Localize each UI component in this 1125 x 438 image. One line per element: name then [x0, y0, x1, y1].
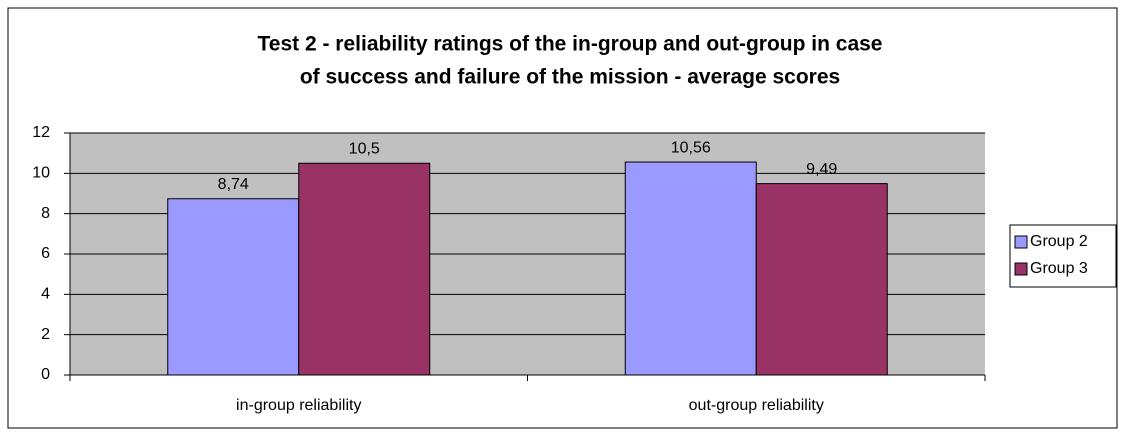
- value-label: 8,74: [218, 176, 249, 193]
- y-tick-label: 4: [41, 286, 50, 303]
- value-label: 9,49: [806, 161, 837, 178]
- bar: [298, 162, 431, 376]
- legend-label: Group 3: [1030, 260, 1088, 277]
- y-tick-label: 6: [41, 245, 50, 262]
- value-label: 10,5: [349, 140, 380, 157]
- legend-swatch: [1014, 262, 1028, 276]
- y-tick-label: 12: [32, 124, 50, 141]
- y-tick-label: 10: [32, 165, 50, 182]
- legend-box: [1009, 224, 1117, 288]
- legend-label: Group 2: [1030, 233, 1088, 250]
- chart-title: of success and failure of the mission - …: [300, 66, 840, 89]
- y-tick-label: 2: [41, 326, 50, 343]
- bar: [624, 161, 757, 376]
- x-tick-label: in-group reliability: [236, 397, 361, 414]
- value-label: 10,56: [671, 139, 711, 156]
- y-tick-label: 0: [41, 366, 50, 383]
- bar: [167, 198, 300, 376]
- y-tick-label: 8: [41, 205, 50, 222]
- chart-title: Test 2 - reliability ratings of the in-g…: [258, 33, 883, 56]
- x-tick-label: out-group reliability: [689, 397, 824, 414]
- bar: [755, 183, 888, 376]
- legend-swatch: [1014, 235, 1028, 249]
